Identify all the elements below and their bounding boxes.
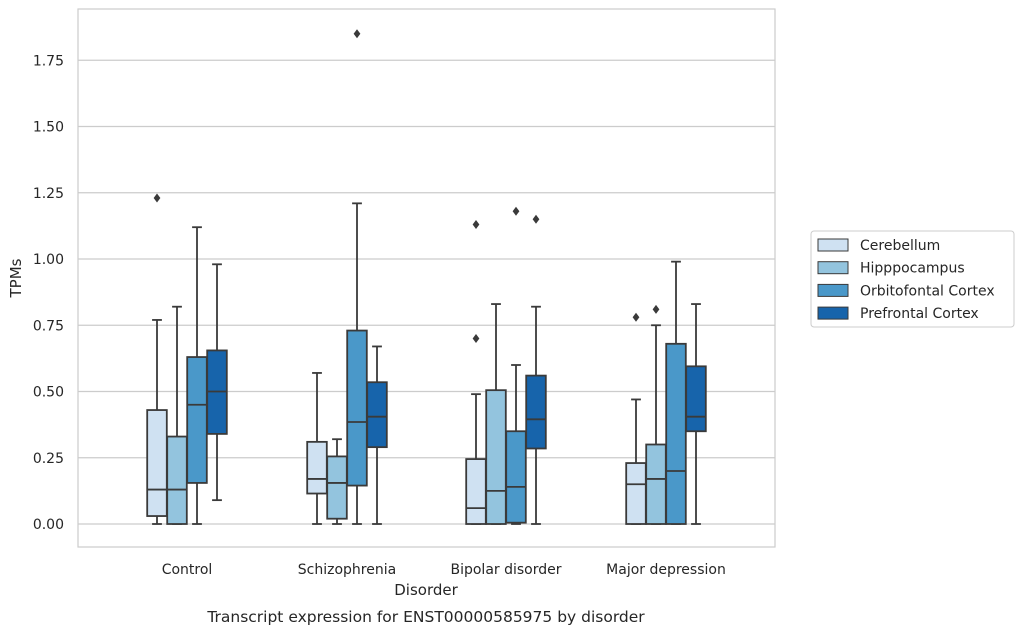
outlier-point: [472, 334, 480, 343]
box-body: [326, 455, 348, 520]
y-tick-label: 0.25: [33, 451, 64, 467]
box-body: [485, 389, 507, 525]
box-body: [645, 443, 667, 525]
y-tick-label: 0.50: [33, 385, 64, 401]
x-axis-label: Disorder: [394, 581, 458, 599]
outlier-point: [632, 312, 640, 322]
box-body: [186, 356, 208, 484]
x-tick-label: Major depression: [606, 562, 726, 578]
box-body: [465, 458, 487, 525]
box-body: [505, 430, 527, 524]
chart-caption: Transcript expression for ENST0000058597…: [206, 608, 645, 626]
box-2-3: [665, 260, 687, 525]
box-0-1: [306, 372, 328, 525]
y-tick-label: 1.00: [33, 252, 64, 268]
x-tick-label: Control: [162, 562, 213, 578]
box-body: [665, 342, 687, 525]
box-body: [366, 381, 388, 449]
box-0-0: [146, 193, 168, 525]
legend-frame: [810, 230, 1015, 328]
box-body: [625, 462, 647, 525]
y-axis-label: TPMs: [7, 258, 25, 298]
outlier-point: [353, 29, 361, 39]
x-tick-label: Bipolar disorder: [450, 562, 561, 578]
outlier-point: [512, 206, 520, 216]
legend: Cerebellum Hipppocampus Orbitofontal Corte…: [810, 230, 1015, 328]
outlier-point: [532, 214, 540, 224]
legend-swatch: [817, 283, 849, 297]
outlier-point: [472, 220, 480, 230]
legend-label: Orbitofontal Cortex: [860, 283, 995, 299]
legend-label: Prefrontal Cortex: [860, 306, 979, 322]
y-tick-label: 0.00: [33, 517, 64, 533]
box-3-1: [366, 345, 388, 525]
box-0-2: [465, 220, 487, 525]
y-tick-label: 0.75: [33, 318, 64, 334]
box-1-1: [326, 438, 348, 525]
box-3-3: [685, 303, 707, 525]
legend-label: Hipppocampus: [860, 261, 965, 277]
boxes: [146, 29, 707, 525]
outlier-point: [153, 193, 161, 203]
legend-swatch: [817, 306, 849, 320]
y-tick-labels: 0.00 0.25 0.50 0.75 1.00 1.25 1.50 1.75: [33, 53, 64, 533]
box-2-2: [505, 206, 527, 525]
legend-items: Cerebellum Hipppocampus Orbitofontal Corte…: [817, 238, 995, 322]
box-body: [166, 435, 188, 525]
y-tick-label: 1.50: [33, 120, 64, 136]
box-body: [146, 409, 168, 517]
legend-label: Cerebellum: [860, 238, 940, 254]
plot-frame: [77, 8, 776, 548]
box-2-1: [346, 29, 368, 525]
y-tick-label: 1.75: [33, 53, 64, 69]
legend-swatch: [817, 238, 849, 252]
box-3-2: [525, 214, 547, 525]
box-body: [346, 329, 368, 487]
box-1-0: [166, 305, 188, 525]
box-body: [685, 365, 707, 433]
y-tick-label: 1.25: [33, 186, 64, 202]
x-tick-label: Schizophrenia: [298, 562, 396, 578]
legend-swatch: [817, 261, 849, 275]
box-body: [525, 374, 547, 450]
box-body: [306, 440, 328, 495]
box-2-0: [186, 226, 208, 525]
box-3-0: [206, 263, 228, 502]
outlier-point: [652, 304, 660, 314]
x-tick-labels: Control Schizophrenia Bipolar disorder Majo…: [162, 562, 726, 578]
box-1-2: [485, 303, 507, 525]
